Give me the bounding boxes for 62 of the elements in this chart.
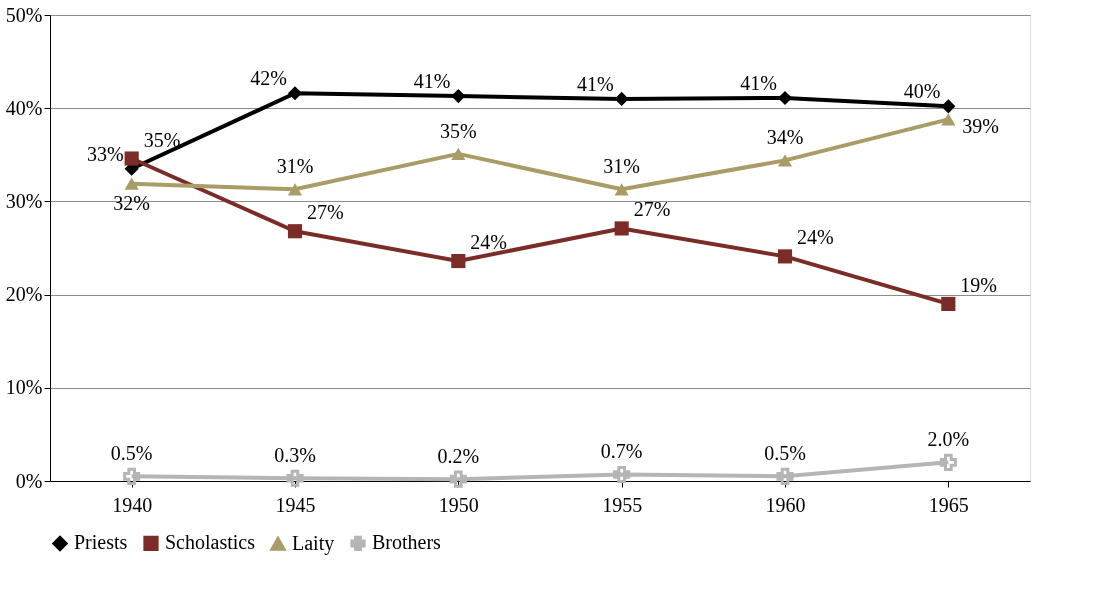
data-label: 34% [766,126,804,149]
y-tick-label: 40% [5,96,43,119]
point [124,151,139,166]
legend-label: Brothers [372,531,442,554]
data-label: 41% [413,70,451,93]
x-tick-label: 1950 [438,493,479,516]
point [451,253,466,269]
point [286,469,304,487]
data-label: 39% [962,115,1000,138]
legend-label: Scholastics [165,531,256,554]
point [777,154,793,167]
data-label: 35% [143,128,181,151]
point [287,183,303,196]
point [451,147,466,160]
data-label: 31% [603,155,640,178]
data-label: 0.5% [764,442,806,465]
x-tick-label: 1965 [928,493,969,516]
x-tick-label: 1955 [602,493,643,516]
data-label: 2.0% [927,428,970,451]
data-label: 33% [86,142,124,165]
data-label: 42% [250,67,287,90]
y-tick-label: 30% [5,189,43,212]
data-label: 27% [307,201,344,224]
data-label: 0.3% [274,444,316,467]
data-label: 27% [633,198,671,221]
data-label: 41% [740,71,777,94]
point [123,467,141,485]
point [614,221,629,236]
data-label: 31% [276,155,314,178]
point [939,453,957,471]
y-tick-label: 20% [5,283,43,306]
data-label: 35% [440,119,477,142]
data-label: 19% [960,273,998,296]
legend-label: Laity [292,531,335,555]
y-tick-label: 50% [5,3,43,26]
point [451,89,466,104]
y-tick-label: 10% [5,376,43,399]
data-label: 0.2% [437,445,480,468]
x-tick-label: 1945 [275,493,316,516]
y-tick-label: 0% [15,469,43,492]
point [777,249,793,264]
data-label: 24% [470,231,508,254]
x-tick-label: 1960 [765,493,806,516]
x-tick-label: 1940 [112,493,153,516]
point [941,113,956,126]
data-label: 0.7% [600,440,643,463]
point [941,99,956,114]
point [449,470,467,488]
point [124,177,139,190]
data-label: 32% [113,191,150,214]
legend-label: Priests [74,531,128,554]
point [941,296,956,311]
data-label: 41% [576,72,614,95]
point [287,224,303,239]
data-label: 24% [797,226,834,249]
point [614,91,629,106]
point [614,183,629,196]
point [287,86,303,101]
data-label: 40% [903,80,941,103]
data-label: 0.5% [110,442,153,465]
point [613,465,631,484]
point [776,467,794,485]
